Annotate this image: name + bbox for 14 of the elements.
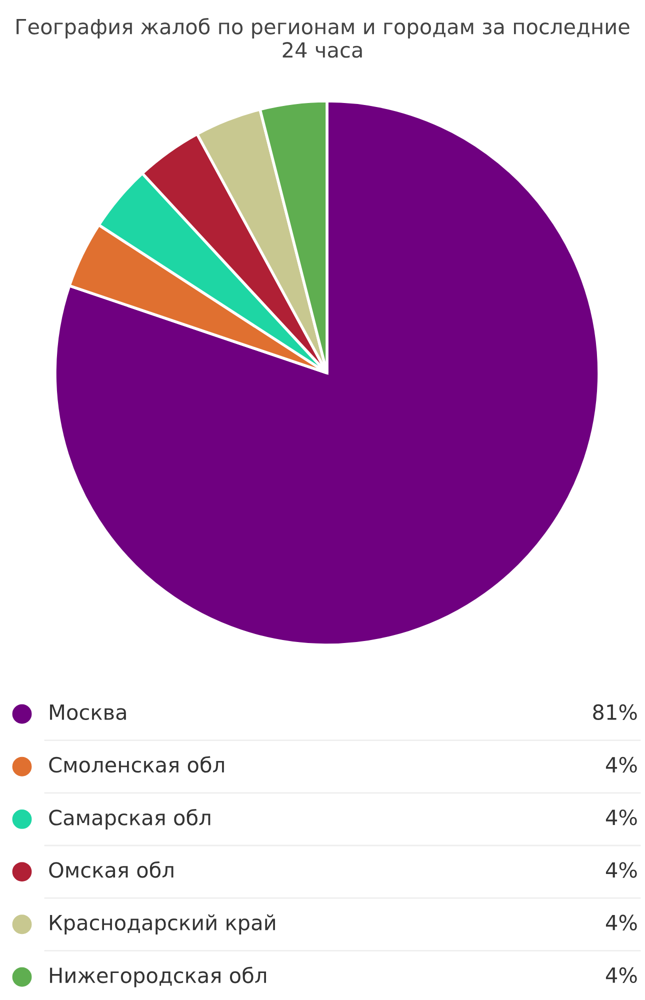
chart-title: География жалоб по регионам и городам за последние 24 часа	[16, 18, 630, 58]
legend-label: Смоленская обл	[49, 756, 224, 773]
legend-label: Москва	[50, 704, 126, 720]
data-label: 4%	[606, 967, 637, 984]
data-label: 4%	[606, 862, 637, 878]
legend-label: Краснодарский край	[50, 914, 275, 934]
legend-label: Нижегородская обл	[50, 966, 266, 988]
legend-label: Самарская обл	[49, 808, 210, 830]
data-label: 4%	[606, 809, 637, 826]
data-label: 4%	[606, 756, 637, 773]
data-label: 81%	[593, 704, 637, 720]
legend-label: Омская обл	[49, 861, 174, 878]
pie-slice	[54, 100, 600, 646]
data-label: 4%	[606, 914, 637, 930]
